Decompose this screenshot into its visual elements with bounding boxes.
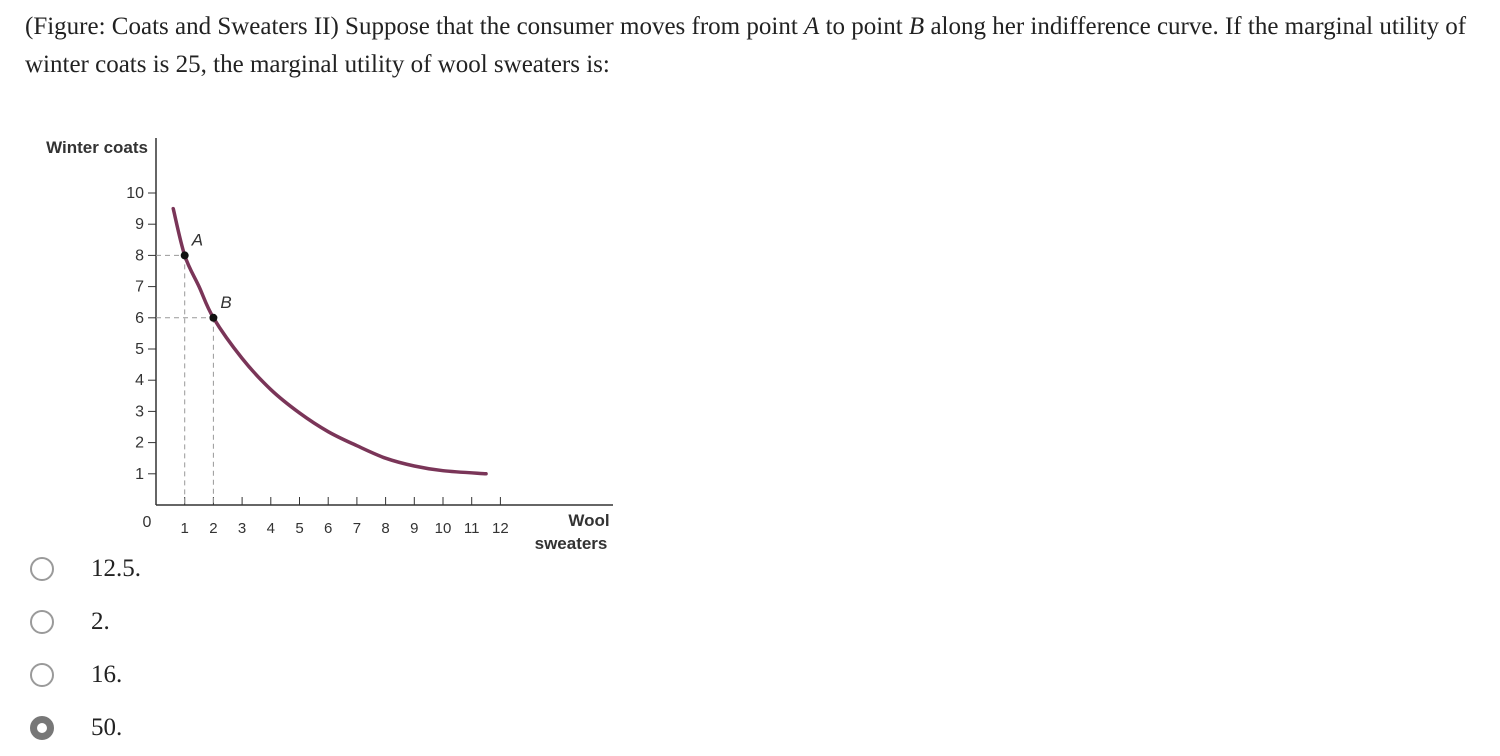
indifference-curve-chart: Winter coats 0 Wool sweaters 12345678910… [46, 138, 613, 550]
x-tick-label: 12 [492, 520, 509, 537]
y-tick-label: 1 [135, 466, 144, 483]
option-label: 16. [91, 661, 123, 688]
question-suffix: along her indifference curve. If the mar… [25, 13, 1467, 78]
x-tick-label: 5 [295, 520, 303, 537]
indifference-curve [171, 206, 488, 476]
x-tick-label: 11 [464, 520, 480, 537]
x-axis-label-line1: Wool [568, 511, 609, 530]
x-tick-label: 1 [181, 520, 189, 537]
point-b-marker [209, 313, 218, 322]
radio-button[interactable] [30, 663, 54, 687]
answer-option[interactable]: 50. [30, 707, 330, 756]
answer-option[interactable]: 12.5. [30, 548, 330, 598]
y-tick-label: 7 [135, 279, 144, 296]
x-tick-label: 9 [410, 520, 418, 537]
point-a-marker [180, 251, 189, 260]
y-tick-label: 5 [135, 341, 144, 358]
y-tick-label: 9 [135, 216, 144, 233]
x-tick-label: 2 [209, 520, 217, 537]
answer-option[interactable]: 2. [30, 601, 330, 651]
x-axis-label-line2: sweaters [535, 534, 608, 550]
point-b-label: B [908, 13, 925, 40]
radio-button[interactable] [30, 716, 54, 740]
radio-button[interactable] [30, 557, 54, 581]
x-tick-label: 8 [381, 520, 389, 537]
question-prefix: (Figure: Coats and Sweaters II) Suppose … [25, 13, 805, 40]
x-tick-label: 10 [435, 520, 452, 537]
answer-option[interactable]: 16. [30, 654, 330, 704]
x-tick-label: 7 [353, 520, 361, 537]
x-tick-label: 3 [238, 520, 246, 537]
y-axis-label: Winter coats [46, 138, 148, 157]
origin-label: 0 [143, 514, 152, 531]
y-tick-label: 3 [135, 403, 144, 420]
x-tick-label: 6 [324, 520, 332, 537]
y-tick-label: 2 [135, 435, 144, 452]
radio-button[interactable] [30, 610, 54, 634]
y-tick-label: 8 [135, 247, 144, 264]
question-mid: to point [819, 13, 909, 40]
option-label: 12.5. [91, 555, 141, 582]
x-tick-label: 4 [267, 520, 275, 537]
y-tick-label: 10 [126, 185, 144, 202]
option-label: 2. [91, 608, 110, 635]
point-a-label: A [804, 13, 820, 40]
question-text: (Figure: Coats and Sweaters II) Suppose … [25, 8, 1495, 84]
point-b-label: B [220, 293, 231, 312]
y-tick-label: 4 [135, 372, 144, 389]
option-label: 50. [91, 714, 123, 741]
y-tick-label: 6 [135, 310, 144, 327]
point-a-label: A [191, 230, 203, 249]
